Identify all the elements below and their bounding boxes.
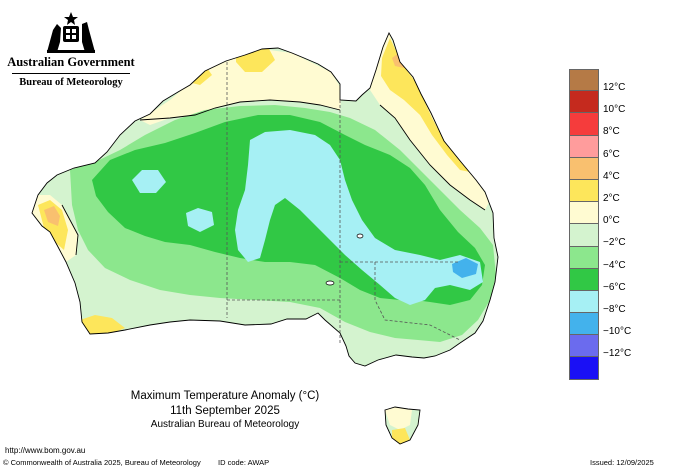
legend-row: 10°C	[569, 91, 661, 116]
legend-row: −10°C	[569, 313, 661, 338]
legend-swatch	[569, 179, 599, 203]
legend-swatch	[569, 202, 599, 225]
legend-row: −6°C	[569, 268, 661, 293]
legend-label: 4°C	[603, 170, 620, 182]
legend-label: −2°C	[603, 237, 626, 249]
legend-label: −8°C	[603, 303, 626, 315]
website-link[interactable]: http://www.bom.gov.au	[5, 446, 86, 455]
band-0-to-2-tasmania	[385, 406, 412, 430]
map-titles: Maximum Temperature Anomaly (°C) 11th Se…	[110, 390, 340, 430]
government-name: Australian Government	[7, 55, 135, 69]
issued-date: Issued: 12/09/2025	[590, 458, 654, 467]
legend-row: −12°C	[569, 335, 661, 360]
legend-swatch	[569, 224, 599, 247]
map-date: 11th September 2025	[170, 405, 280, 417]
legend-label: −4°C	[603, 259, 626, 271]
legend-swatch	[569, 313, 599, 336]
legend-row: −8°C	[569, 290, 661, 315]
band-neg10-to-neg8	[452, 258, 478, 278]
legend-swatch	[569, 113, 599, 136]
legend-swatch	[569, 135, 599, 158]
band-0-to-2-north	[140, 49, 342, 125]
legend-row: −4°C	[569, 246, 661, 271]
band-2-to-4-southwest	[80, 315, 125, 335]
band-neg8-to-neg6-central	[186, 208, 214, 232]
legend-swatch	[569, 91, 599, 114]
band-neg8-to-neg6	[235, 130, 483, 305]
legend-label: 12°C	[603, 82, 626, 93]
legend-swatch	[569, 335, 599, 358]
legend-row: 6°C	[569, 135, 661, 160]
band-2-to-4-northeast	[381, 38, 470, 172]
legend-row: 4°C	[569, 157, 661, 182]
legend-row: 12°C	[569, 69, 661, 93]
legend-row	[569, 357, 661, 380]
legend-row: 8°C	[569, 113, 661, 138]
footer: © Commonwealth of Australia 2025, Bureau…	[0, 458, 680, 467]
coat-of-arms-icon	[47, 12, 95, 53]
legend-swatch	[569, 268, 599, 291]
legend-label: −6°C	[603, 281, 626, 293]
copyright-text: © Commonwealth of Australia 2025, Bureau…	[3, 458, 201, 467]
legend-swatch	[569, 357, 599, 380]
band-neg8-to-neg6-west	[132, 170, 166, 193]
legend-label: 2°C	[603, 192, 620, 204]
legend-swatch	[569, 290, 599, 314]
legend-row: 2°C	[569, 179, 661, 204]
legend-label: 8°C	[603, 126, 620, 138]
government-logo: Australian Government Bureau of Meteorol…	[6, 10, 136, 88]
map-agency: Australian Bureau of Meteorology	[150, 419, 300, 430]
legend-row: 0°C	[569, 202, 661, 227]
logo-divider	[12, 73, 130, 74]
legend: 12°C 10°C 8°C 6°C 4°C 2°C 0°C −2°C −4°C −6°C −8°C −…	[569, 69, 661, 380]
contour-lines	[61, 99, 486, 256]
legend-label: −10°C	[603, 326, 632, 338]
legend-label: 6°C	[603, 148, 620, 160]
legend-row: −2°C	[569, 224, 661, 249]
legend-label: 10°C	[603, 104, 626, 116]
legend-swatch	[569, 157, 599, 180]
anomaly-fill	[32, 33, 498, 444]
coastline	[31, 31, 499, 445]
id-code: ID code: AWAP	[218, 458, 270, 467]
legend-swatch	[569, 246, 599, 269]
legend-label: −12°C	[603, 348, 632, 360]
lakes	[325, 233, 364, 286]
band-4-to-6-west	[44, 206, 60, 226]
legend-label: 0°C	[603, 215, 620, 227]
map-title: Maximum Temperature Anomaly (°C)	[130, 390, 320, 402]
legend-swatch	[569, 69, 599, 92]
bureau-name: Bureau of Meteorology	[19, 77, 123, 88]
